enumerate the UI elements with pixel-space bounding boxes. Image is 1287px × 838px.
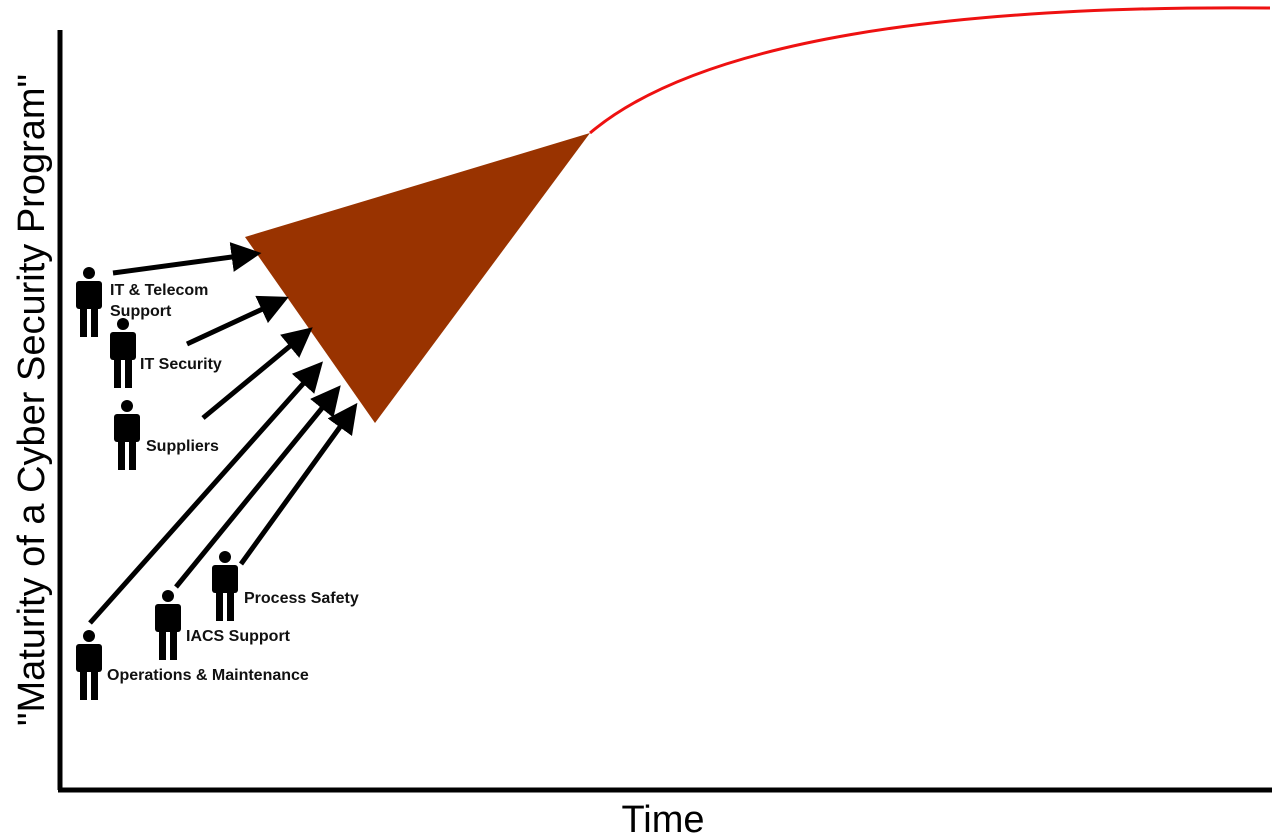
- person-icon: [76, 267, 102, 337]
- arrow-process-safety: [238, 402, 358, 566]
- maturity-curve: [589, 6, 1271, 135]
- label-iacs-support: IACS Support: [186, 628, 291, 645]
- arrow-iacs-support: [174, 385, 341, 589]
- convergence-wedge: [245, 133, 590, 423]
- label-operations-maintenance: Operations & Maintenance: [107, 667, 309, 684]
- arrow-operations-maintenance: [88, 361, 323, 625]
- person-icon: [76, 630, 102, 700]
- label-it-security: IT Security: [140, 356, 222, 373]
- y-axis-label: "Maturity of a Cyber Security Program": [11, 74, 53, 726]
- label-suppliers: Suppliers: [146, 438, 219, 455]
- person-icon: [212, 551, 238, 621]
- person-icon: [114, 400, 140, 470]
- person-icon: [155, 590, 181, 660]
- label-process-safety: Process Safety: [244, 590, 359, 607]
- person-icon: [110, 318, 136, 388]
- x-axis-label: Time: [621, 799, 704, 838]
- arrow-suppliers: [201, 327, 313, 420]
- arrow-it-telecom-support: [112, 242, 262, 276]
- arrow-it-security: [185, 295, 289, 347]
- label-it-telecom-support-line2: Support: [110, 303, 172, 320]
- label-it-telecom-support-line1: IT & Telecom: [110, 282, 208, 299]
